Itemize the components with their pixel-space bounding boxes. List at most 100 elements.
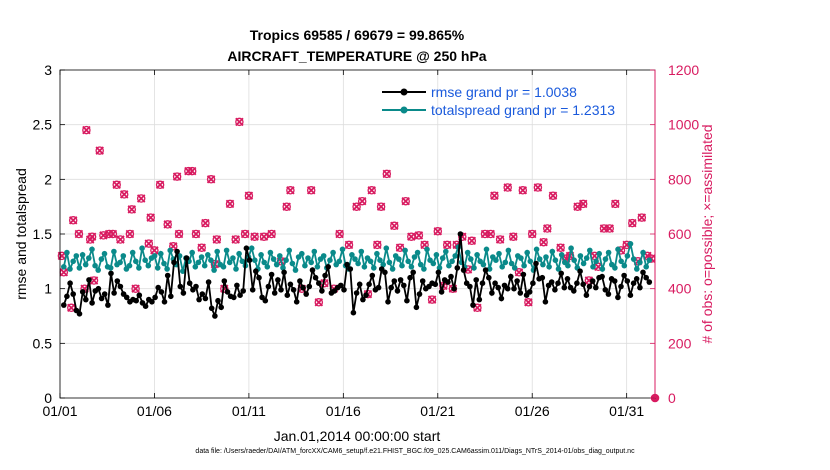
spread-point <box>624 253 631 259</box>
rmse-point <box>284 292 291 299</box>
obs-assimilated-marker <box>611 199 620 209</box>
data-file-note: data file: /Users/raeder/DAI/ATM_forcXX/… <box>195 448 635 455</box>
spread-point <box>524 249 530 256</box>
obs-possible-marker <box>524 298 533 307</box>
obs-possible-marker <box>578 199 588 209</box>
rmse-point <box>79 289 86 295</box>
y-axis-label: rmse and totalspread <box>13 168 29 300</box>
spread-point <box>339 246 346 253</box>
obs-possible-marker <box>390 221 399 231</box>
spread-point <box>502 259 509 266</box>
spread-point <box>192 264 199 270</box>
obs-possible-marker <box>244 191 254 200</box>
rmse-point <box>155 284 161 291</box>
y2-axis-label: # of obs: o=possible; ×=assimilated <box>699 124 715 343</box>
spread-point <box>590 264 596 270</box>
spread-point <box>621 262 628 269</box>
rmse-point <box>341 287 347 293</box>
obs-assimilated-marker <box>605 224 614 233</box>
rmse-point <box>218 304 224 311</box>
spread-point <box>439 255 446 261</box>
rmse-point <box>350 309 357 316</box>
obs-assimilated-marker <box>89 276 99 285</box>
rmse-point <box>123 294 130 301</box>
rmse-point <box>435 269 442 276</box>
spread-point <box>480 261 487 268</box>
rmse-point <box>637 284 643 291</box>
rmse-point <box>382 269 388 276</box>
obs-possible-marker <box>473 303 482 313</box>
spread-point <box>98 256 105 262</box>
obs-possible-marker <box>442 240 452 250</box>
spread-point <box>214 248 220 255</box>
obs-possible-marker <box>136 194 146 203</box>
spread-point <box>70 258 76 265</box>
rmse-point <box>385 299 391 305</box>
spread-point <box>261 259 268 266</box>
obs-possible-marker <box>467 236 477 246</box>
obs-possible-marker <box>357 196 367 206</box>
obs-assimilated-marker <box>433 227 443 236</box>
spread-point <box>336 258 343 265</box>
rmse-point <box>445 279 451 285</box>
spread-point <box>643 264 649 270</box>
legend-spread-label: totalspread grand pr = 1.2313 <box>431 102 615 118</box>
obs-possible-marker <box>146 213 155 222</box>
spread-point <box>405 258 412 265</box>
obs-assimilated-marker <box>82 125 91 135</box>
legend-spread-marker <box>400 106 408 114</box>
spread-point <box>358 248 365 255</box>
spread-point <box>205 252 211 258</box>
y2-tick-label: 1200 <box>668 62 699 78</box>
spread-point <box>101 250 108 257</box>
rmse-point <box>360 296 366 303</box>
rmse-point <box>586 283 593 290</box>
rmse-point <box>508 273 514 280</box>
spread-point <box>292 267 299 273</box>
obs-assimilated-marker <box>144 239 154 248</box>
obs-assimilated-marker <box>495 235 505 244</box>
obs-assimilated-marker <box>206 175 216 184</box>
obs-assimilated-marker <box>187 166 197 176</box>
spread-point <box>167 247 173 254</box>
rmse-point <box>309 267 316 273</box>
rmse-point <box>133 297 139 304</box>
obs-possible-marker <box>490 191 499 200</box>
rmse-point <box>530 280 536 287</box>
rmse-point <box>577 268 583 275</box>
spread-point <box>543 254 549 260</box>
y-tick-label: 0.5 <box>33 335 53 351</box>
obs-assimilated-marker <box>212 235 222 244</box>
rmse-point <box>293 299 300 305</box>
rmse-point <box>363 292 369 299</box>
spread-point <box>367 258 374 265</box>
obs-assimilated-marker <box>490 191 499 200</box>
spread-point <box>270 256 277 262</box>
spread-point <box>508 260 515 267</box>
obs-assimilated-marker <box>231 235 240 244</box>
obs-assimilated-marker <box>108 229 118 239</box>
x-tick-label: 01/11 <box>232 403 266 419</box>
spread-point <box>446 262 452 269</box>
rmse-point <box>602 287 609 293</box>
spread-point <box>399 262 405 269</box>
spread-point <box>602 256 609 262</box>
obs-assimilated-marker <box>486 229 495 239</box>
rmse-point <box>86 277 92 283</box>
y-tick-label: 2 <box>44 171 52 187</box>
rmse-point <box>520 271 527 278</box>
obs-assimilated-marker <box>335 229 344 239</box>
spread-point <box>277 253 283 259</box>
spread-point <box>483 246 490 253</box>
rmse-point <box>369 272 376 279</box>
rmse-point <box>152 294 158 301</box>
rmse-point <box>149 299 155 305</box>
spread-point <box>311 248 318 255</box>
obs-possible-marker <box>543 224 552 233</box>
obs-assimilated-marker <box>125 229 135 239</box>
rmse-point <box>89 300 95 306</box>
obs-possible-marker <box>376 202 386 211</box>
rmse-point <box>325 264 332 270</box>
obs-possible-marker <box>599 224 609 233</box>
rmse-point <box>397 277 404 283</box>
